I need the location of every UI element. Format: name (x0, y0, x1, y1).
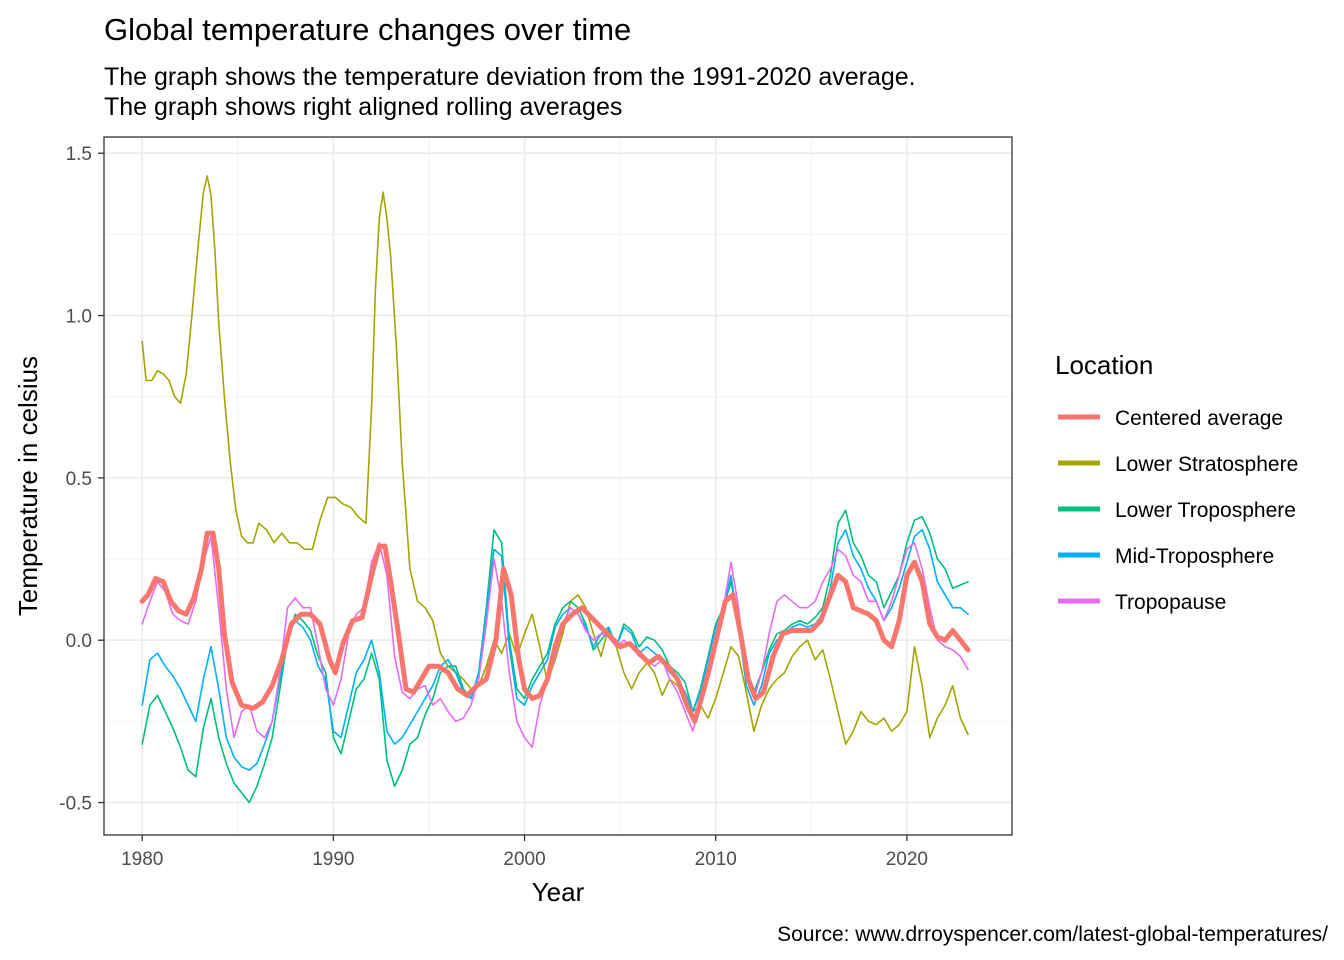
grid-minor (104, 137, 1012, 835)
legend-title: Location (1055, 350, 1153, 380)
series-line-lower-troposphere (141, 509, 969, 804)
legend-label: Centered average (1115, 407, 1283, 430)
chart-subtitle-line-1: The graph shows the temperature deviatio… (104, 63, 916, 91)
y-tick-label: -0.5 (59, 794, 92, 815)
legend-label: Lower Troposphere (1115, 499, 1296, 522)
series-lines (139, 175, 971, 804)
legend: Location Centered average Lower Stratosph… (1055, 350, 1298, 614)
y-axis-title: Temperature in celsius (13, 356, 43, 616)
x-tick-label: 2010 (695, 849, 737, 870)
legend-items: Centered average Lower Stratosphere Lower … (1058, 407, 1298, 614)
plot-border (103, 136, 1013, 836)
y-tick-label: 1.5 (66, 144, 92, 165)
x-tick-label: 1980 (121, 849, 163, 870)
series-line-centered-average (139, 530, 971, 724)
y-axis: -0.5 0.0 0.5 1.0 1.5 (59, 144, 104, 815)
x-tick-label: 2020 (886, 849, 928, 870)
legend-label: Tropopause (1115, 591, 1226, 614)
legend-label: Lower Stratosphere (1115, 453, 1298, 476)
chart-title: Global temperature changes over time (104, 12, 631, 47)
x-axis: 1980 1990 2000 2010 2020 (121, 835, 928, 870)
y-tick-label: 1.0 (66, 307, 92, 328)
source-caption: Source: www.drroyspencer.com/latest-glob… (777, 923, 1328, 946)
legend-label: Mid-Troposphere (1115, 545, 1274, 568)
y-tick-label: 0.5 (66, 469, 92, 490)
grid-major (104, 137, 1012, 835)
legend-item-mid-troposphere: Mid-Troposphere (1058, 545, 1274, 568)
legend-item-lower-stratosphere: Lower Stratosphere (1058, 453, 1298, 476)
legend-item-tropopause: Tropopause (1058, 591, 1226, 614)
x-tick-label: 2000 (503, 849, 545, 870)
chart-subtitle-line-2: The graph shows right aligned rolling av… (104, 93, 622, 121)
legend-item-centered-average: Centered average (1058, 407, 1283, 430)
y-tick-label: 0.0 (66, 631, 92, 652)
legend-item-lower-troposphere: Lower Troposphere (1058, 499, 1296, 522)
plot-panel (103, 136, 1013, 836)
x-axis-title: Year (532, 877, 585, 907)
plot-background (104, 137, 1012, 835)
x-tick-label: 1990 (312, 849, 354, 870)
